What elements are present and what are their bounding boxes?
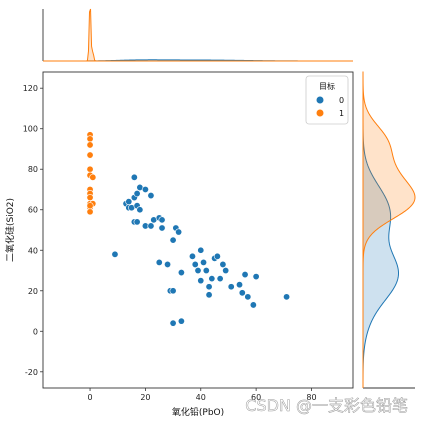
watermark: CSDN @一支彩色铅笔 <box>245 396 408 415</box>
point-series-0-42 <box>213 252 221 260</box>
point-series-0-51 <box>249 301 257 309</box>
legend: 目标 0 1 <box>305 75 349 125</box>
point-series-0-34 <box>197 277 205 285</box>
point-series-0-38 <box>205 291 213 299</box>
point-series-0-16 <box>147 222 155 230</box>
y-tick-label-6: 100 <box>23 125 38 134</box>
legend-label-1: 1 <box>339 109 344 118</box>
x-tick-label-2: 40 <box>196 393 206 402</box>
right-kde-series-1 <box>362 71 416 388</box>
x-axis: 0 20 40 60 80 <box>88 388 317 402</box>
point-series-0-37 <box>202 267 210 275</box>
point-series-0-33 <box>194 267 202 275</box>
legend-label-0: 0 <box>339 96 344 105</box>
point-series-0-47 <box>236 281 244 289</box>
legend-box <box>305 75 349 125</box>
point-series-1-1 <box>86 135 94 143</box>
point-series-1-3 <box>86 151 94 159</box>
x-axis-title: 氧化铅(PbO) <box>172 406 224 418</box>
point-series-0-35 <box>197 246 205 254</box>
plot-frame <box>42 71 354 389</box>
point-series-0-39 <box>205 283 213 291</box>
point-series-0-8 <box>133 190 141 198</box>
point-series-1-6 <box>89 173 97 181</box>
point-series-0-20 <box>158 224 166 232</box>
point-series-1-4 <box>86 165 94 173</box>
scatter-panel: 0 20 40 60 80 -20 0 20 40 60 80 100 120 <box>23 71 354 402</box>
top-marginal-kde <box>42 8 353 62</box>
point-series-0-31 <box>188 252 196 260</box>
top-kde-series-1 <box>43 8 353 62</box>
point-series-0-30 <box>177 269 185 277</box>
point-series-0-2 <box>125 198 133 206</box>
point-series-0-50 <box>244 293 252 301</box>
point-series-0-48 <box>238 289 246 297</box>
point-series-0-53 <box>283 293 291 301</box>
point-series-1-2 <box>86 141 94 149</box>
point-series-0-49 <box>241 271 249 279</box>
x-tick-label-3: 60 <box>251 393 261 402</box>
point-series-0-26 <box>169 319 177 327</box>
point-series-0-14 <box>141 185 149 193</box>
point-series-0-32 <box>191 260 199 268</box>
x-tick-label-4: 80 <box>306 393 316 402</box>
point-series-0-5 <box>130 173 138 181</box>
point-series-1-14 <box>86 202 94 210</box>
point-series-1-9 <box>86 194 94 202</box>
point-series-0-19 <box>155 258 163 266</box>
y-tick-label-0: -20 <box>25 368 38 377</box>
legend-marker-1 <box>316 109 324 117</box>
point-series-0-45 <box>222 267 230 275</box>
x-tick-label-0: 0 <box>88 393 93 402</box>
point-series-0-29 <box>177 317 185 325</box>
point-series-0-15 <box>147 192 155 200</box>
point-series-0-24 <box>169 287 177 295</box>
point-series-0-0 <box>111 250 119 258</box>
point-series-1-12 <box>86 208 94 216</box>
point-series-0-25 <box>169 236 177 244</box>
x-tick-label-1: 20 <box>140 393 150 402</box>
legend-title: 目标 <box>319 81 335 91</box>
point-series-0-40 <box>208 275 216 283</box>
y-tick-label-1: 0 <box>33 327 38 336</box>
y-tick-label-2: 20 <box>28 287 38 296</box>
y-axis-title: 二氧化硅(SiO2) <box>4 198 16 262</box>
scatter-points <box>86 131 291 327</box>
point-series-0-52 <box>252 273 260 281</box>
point-series-0-36 <box>200 258 208 266</box>
point-series-0-46 <box>227 283 235 291</box>
y-axis: -20 0 20 40 60 80 100 120 <box>23 84 43 377</box>
point-series-0-43 <box>216 275 224 283</box>
point-series-0-11 <box>133 218 141 226</box>
point-series-0-22 <box>164 260 172 268</box>
right-marginal-kde <box>362 71 416 389</box>
legend-marker-0 <box>316 96 324 104</box>
y-tick-label-4: 60 <box>28 206 38 215</box>
y-tick-label-5: 80 <box>28 165 38 174</box>
point-series-0-28 <box>175 228 183 236</box>
point-series-0-21 <box>158 216 166 224</box>
y-tick-label-7: 120 <box>23 84 38 93</box>
y-tick-label-3: 40 <box>28 246 38 255</box>
point-series-0-44 <box>219 260 227 268</box>
point-series-0-10 <box>136 206 144 214</box>
